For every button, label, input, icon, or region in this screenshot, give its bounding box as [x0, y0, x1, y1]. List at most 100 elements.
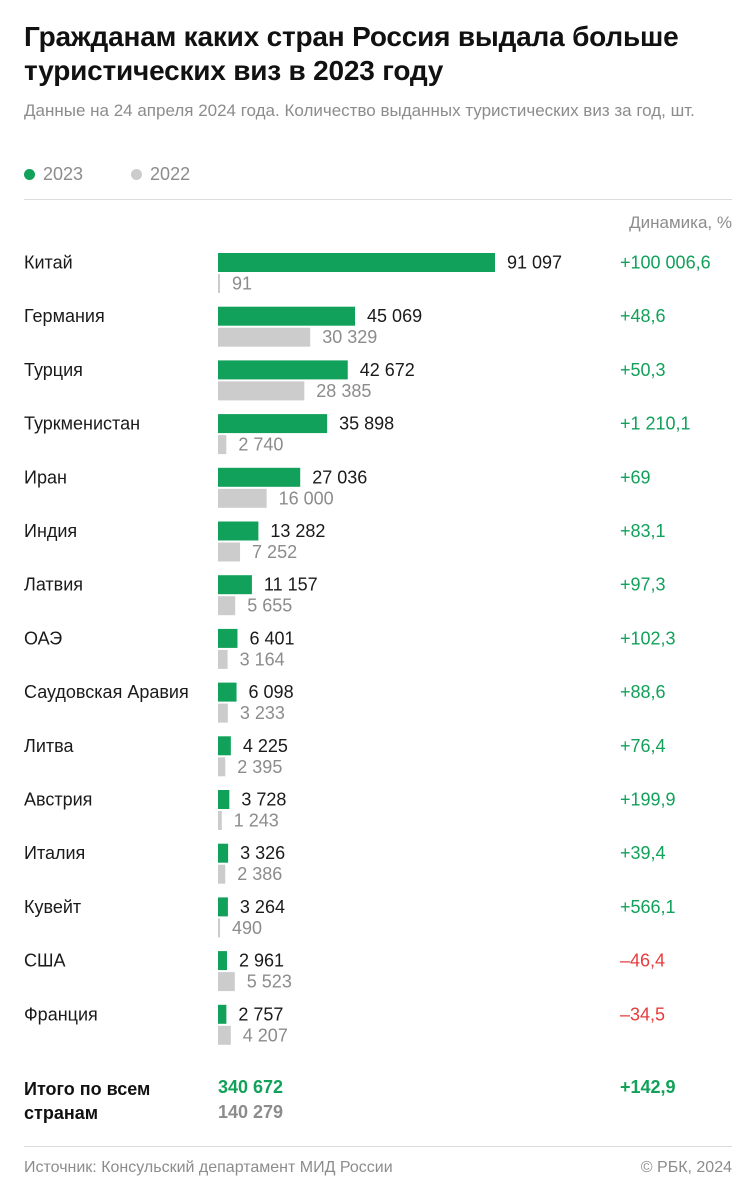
total-dynamics: +142,9	[620, 1077, 676, 1097]
legend-label-2023: 2023	[43, 163, 84, 184]
value-label-2023: 2 757	[238, 1004, 283, 1024]
value-label-2023: 35 898	[339, 414, 394, 434]
bar-2022	[218, 542, 241, 562]
dynamics-header: Динамика, %	[629, 213, 732, 232]
dynamics-value: +566,1	[620, 897, 676, 917]
country-label: Литва	[24, 736, 74, 756]
dynamics-value: +69	[620, 467, 651, 487]
value-label-2023: 4 225	[243, 736, 288, 756]
bottom-divider	[24, 1146, 732, 1147]
country-label: Индия	[24, 521, 77, 541]
dynamics-value: +83,1	[620, 521, 666, 541]
copyright: © РБК, 2024	[640, 1159, 732, 1176]
value-label-2022: 28 385	[316, 381, 371, 401]
value-label-2022: 1 243	[234, 811, 279, 831]
bar-2022	[218, 327, 311, 347]
value-label-2022: 7 252	[252, 542, 297, 562]
dynamics-value: +102,3	[620, 628, 676, 648]
value-label-2023: 91 097	[507, 253, 562, 273]
value-label-2022: 3 233	[240, 703, 285, 723]
bar-2023	[218, 682, 237, 702]
dynamics-value: +50,3	[620, 360, 666, 380]
dynamics-value: +100 006,6	[620, 253, 711, 273]
bar-2023	[218, 575, 252, 595]
bar-2022	[218, 649, 228, 669]
bar-2023	[218, 306, 356, 326]
country-label: ОАЭ	[24, 628, 62, 648]
bar-2022	[218, 918, 220, 938]
bar-2022	[218, 811, 222, 830]
dynamics-value: +199,9	[620, 790, 676, 810]
bar-2022	[218, 757, 226, 777]
value-label-2023: 3 326	[240, 843, 285, 863]
country-label: Турция	[24, 360, 83, 380]
value-label-2022: 5 523	[247, 972, 292, 992]
bar-2023	[218, 467, 301, 487]
bar-2023	[218, 843, 229, 863]
dynamics-value: +1 210,1	[620, 414, 691, 434]
country-label: Латвия	[24, 575, 83, 595]
bar-2022	[218, 381, 305, 401]
value-label-2022: 30 329	[322, 327, 377, 347]
bar-2022	[218, 488, 267, 508]
legend-dot-2023	[24, 168, 35, 180]
country-label: Германия	[24, 306, 105, 326]
bar-2022	[218, 274, 220, 293]
value-label-2022: 2 386	[237, 864, 282, 884]
value-label-2022: 16 000	[279, 488, 334, 508]
dynamics-value: +39,4	[620, 843, 666, 863]
value-label-2023: 6 401	[249, 628, 294, 648]
total-label: Итого по всем странам	[24, 1079, 151, 1123]
country-label: Кувейт	[24, 897, 81, 917]
bar-chart: Китай 91 097 91 +100 006,6 Германия 45 06930 …	[24, 253, 711, 1046]
bar-2023	[218, 951, 228, 971]
total-value-2023: 340 672	[218, 1077, 284, 1097]
dynamics-value: +76,4	[620, 736, 666, 756]
value-label-2022: 4 207	[243, 1025, 288, 1045]
dynamics-value: –46,4	[620, 951, 665, 971]
dynamics-value: +88,6	[620, 682, 666, 702]
bar-2023	[218, 1004, 227, 1024]
country-label: США	[24, 951, 66, 971]
value-label-2022: 490	[232, 918, 262, 938]
bar-2023	[218, 628, 238, 648]
source-note: Источник: Консульский департамент МИД Ро…	[24, 1159, 393, 1176]
value-label-2023: 6 098	[249, 682, 294, 702]
country-label: Италия	[24, 843, 85, 863]
bar-2022	[218, 1025, 231, 1045]
bar-2023	[218, 253, 495, 272]
bar-2023	[218, 790, 230, 809]
value-label-2023: 45 069	[367, 306, 422, 326]
dynamics-value: +97,3	[620, 575, 666, 595]
country-label: Туркменистан	[24, 414, 140, 434]
country-label: Саудовская Аравия	[24, 682, 189, 702]
value-label-2023: 42 672	[360, 360, 415, 380]
top-divider	[24, 199, 732, 200]
bar-2022	[218, 435, 227, 455]
value-label-2023: 3 728	[241, 790, 286, 810]
bar-2023	[218, 414, 328, 434]
legend-dot-2022	[131, 168, 143, 180]
value-label-2022: 5 655	[247, 596, 292, 616]
bar-2022	[218, 972, 235, 992]
value-label-2022: 2 395	[237, 757, 282, 777]
value-label-2022: 91	[232, 274, 252, 294]
bar-2023	[218, 736, 231, 756]
value-label-2023: 11 157	[264, 575, 318, 595]
value-label-2022: 3 164	[240, 649, 285, 669]
bar-2022	[218, 864, 226, 884]
bar-2022	[218, 596, 236, 616]
chart-title: Гражданам каких стран Россия выдала боль…	[24, 21, 679, 86]
legend: 2023 2022	[24, 162, 238, 186]
value-label-2022: 2 740	[238, 435, 283, 455]
chart-subtitle: Данные на 24 апреля 2024 года. Количеств…	[24, 101, 695, 120]
value-label-2023: 2 961	[239, 951, 284, 971]
bar-2022	[218, 703, 228, 723]
bar-2023	[218, 521, 259, 541]
total-value-2022: 140 279	[218, 1102, 284, 1122]
dynamics-value: +48,6	[620, 306, 666, 326]
value-label-2023: 3 264	[240, 897, 285, 917]
legend-item-2023: 2023	[24, 164, 83, 185]
bar-2023	[218, 360, 348, 380]
value-label-2023: 27 036	[312, 467, 367, 487]
